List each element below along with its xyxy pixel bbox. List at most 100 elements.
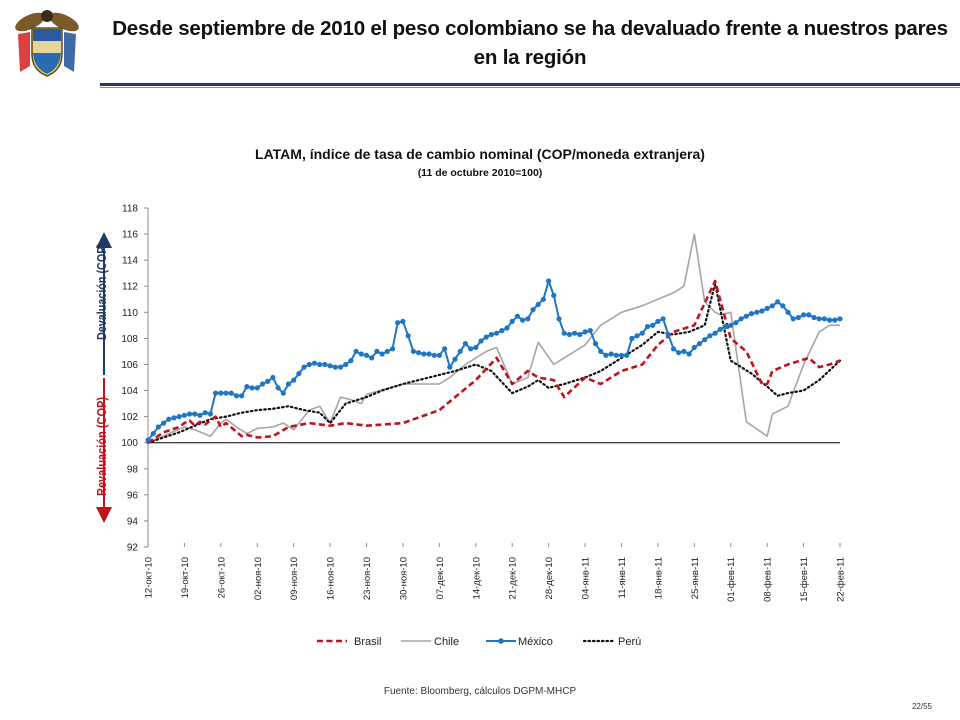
series-point-mexico xyxy=(702,337,708,343)
series-point-mexico xyxy=(629,335,635,341)
x-tick-label: 23-ноя-10 xyxy=(362,557,373,600)
series-point-mexico xyxy=(592,341,599,347)
series-point-mexico xyxy=(525,316,531,322)
series-point-mexico xyxy=(207,411,213,417)
series-point-mexico xyxy=(197,412,203,418)
series-point-mexico xyxy=(509,318,515,324)
series-point-mexico xyxy=(712,330,718,336)
series-point-mexico xyxy=(806,312,812,318)
series-point-mexico xyxy=(665,331,671,338)
series-point-mexico xyxy=(291,377,297,383)
series-point-mexico xyxy=(275,385,281,391)
x-tick-label: 02-ноя-10 xyxy=(253,557,264,600)
series-line-chile xyxy=(147,233,840,444)
series-point-mexico xyxy=(374,348,380,354)
series-point-mexico xyxy=(748,311,755,317)
series-point-mexico xyxy=(249,385,255,391)
devaluation-label: Devaluación (COP) xyxy=(95,243,109,340)
flag-right xyxy=(64,32,76,72)
series-point-mexico xyxy=(608,351,614,357)
series-point-mexico xyxy=(660,316,666,322)
series-point-mexico xyxy=(192,411,198,417)
title-rule-thin xyxy=(100,87,960,88)
series-point-mexico xyxy=(613,352,619,358)
series-point-mexico xyxy=(452,356,458,362)
series-line-peru xyxy=(146,282,842,444)
page-title: Desde septiembre de 2010 el peso colombi… xyxy=(112,17,948,69)
series-point-mexico xyxy=(535,301,541,308)
series-point-mexico xyxy=(285,381,292,387)
series-point-mexico xyxy=(410,348,416,354)
series-point-mexico xyxy=(327,363,333,369)
legend-label-mexico: México xyxy=(518,636,553,648)
series-point-mexico xyxy=(213,390,219,396)
series-point-mexico xyxy=(722,324,729,330)
series-point-mexico xyxy=(780,303,786,309)
series-point-mexico xyxy=(639,330,645,336)
series-point-mexico xyxy=(343,361,349,368)
series-point-mexico xyxy=(795,314,802,321)
series-point-mexico xyxy=(187,411,193,417)
series-point-mexico xyxy=(270,374,276,381)
series-point-mexico xyxy=(811,314,817,321)
series-point-mexico xyxy=(566,331,573,338)
series-point-mexico xyxy=(686,351,692,357)
flag-left xyxy=(18,32,30,72)
series-point-mexico xyxy=(358,351,364,357)
y-tick-label: 110 xyxy=(122,308,138,319)
series-point-mexico xyxy=(681,348,687,354)
x-tick-label: 21-дек-10 xyxy=(508,557,519,599)
series-point-mexico xyxy=(395,320,401,326)
axis-annotations: Devaluación (COP) Revaluación (COP) xyxy=(95,232,112,523)
y-tick-label: 118 xyxy=(122,204,138,215)
series-point-mexico xyxy=(655,318,661,324)
series-point-mexico xyxy=(670,346,677,352)
x-tick-label: 16-ноя-10 xyxy=(326,557,337,600)
condor-head xyxy=(41,10,53,22)
series-point-mexico xyxy=(265,378,271,384)
legend-label-brasil: Brasil xyxy=(354,636,382,648)
y-tick-label: 108 xyxy=(121,334,138,345)
series-line-mexico xyxy=(147,280,841,441)
y-tick-label: 102 xyxy=(121,412,138,423)
series-point-mexico xyxy=(837,316,843,322)
series-point-mexico xyxy=(520,317,526,323)
series-point-mexico xyxy=(816,316,822,322)
series-point-mexico xyxy=(728,322,734,328)
series-point-mexico xyxy=(644,324,651,330)
x-tick-label: 15-фев-11 xyxy=(799,557,810,602)
series-point-mexico xyxy=(743,313,749,319)
chart-subtitle: (11 de octubre 2010=100) xyxy=(418,167,543,179)
series-point-mexico xyxy=(618,352,625,358)
series-point-mexico xyxy=(166,416,172,422)
series-point-mexico xyxy=(572,330,578,336)
series-point-mexico xyxy=(468,346,474,352)
series-point-mexico xyxy=(259,381,266,387)
y-tick-label: 104 xyxy=(121,386,138,397)
series-point-mexico xyxy=(353,348,359,354)
y-tick-label: 94 xyxy=(127,516,139,527)
source-note: Fuente: Bloomberg, cálculos DGPM-MHCP xyxy=(383,686,577,697)
x-tick-label: 07-дек-10 xyxy=(435,557,446,599)
series-point-mexico xyxy=(494,330,500,336)
x-tick-label: 28-дек-10 xyxy=(544,557,555,599)
series-point-mexico xyxy=(337,364,344,370)
colombia-coat-of-arms-logo xyxy=(15,10,79,77)
series-point-mexico xyxy=(540,296,547,302)
series-point-mexico xyxy=(462,341,468,347)
series-point-mexico xyxy=(145,437,151,443)
x-tick-label: 09-ноя-10 xyxy=(289,557,300,600)
shield-top-band xyxy=(33,29,61,41)
series-point-mexico xyxy=(577,331,583,338)
series-point-mexico xyxy=(181,412,187,418)
y-tick-label: 106 xyxy=(121,360,138,371)
series-point-mexico xyxy=(650,322,656,328)
series-point-mexico xyxy=(733,320,739,326)
y-axis: 92 94 96 98 100 102 104 106 108 110 112 114 116 118 xyxy=(121,204,149,554)
series-point-mexico xyxy=(488,331,494,338)
series-point-mexico xyxy=(363,352,370,358)
series-point-mexico xyxy=(832,317,838,323)
series-point-mexico xyxy=(280,390,286,396)
series-point-mexico xyxy=(150,431,156,437)
